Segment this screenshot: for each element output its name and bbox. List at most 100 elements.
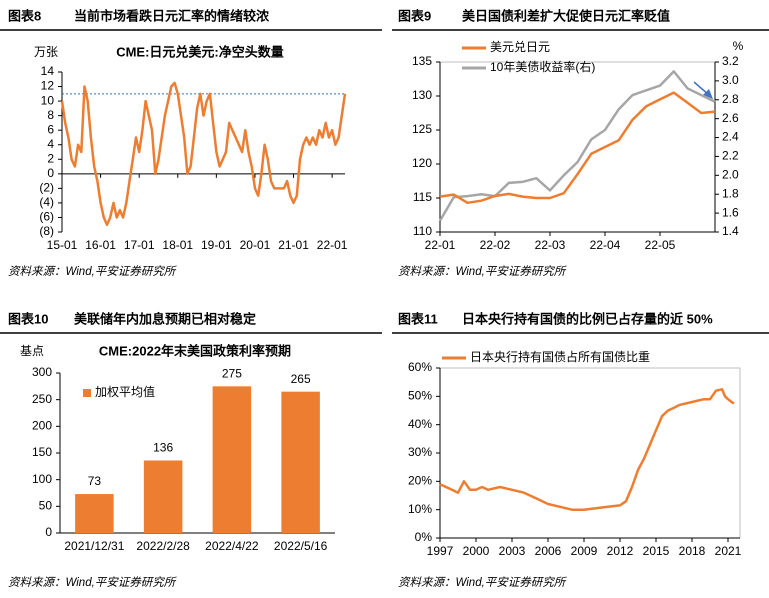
x-tick-label: 2021/12/31 [64,539,124,553]
y-tick-label: 6 [47,122,54,136]
x-tick-label: 17-01 [124,238,155,252]
y-tick-label: 60% [408,360,432,374]
bar [75,494,114,533]
x-tick-label: 20-01 [240,238,271,252]
y-tick-label: 250 [32,392,52,406]
figure-label: 图表8 [8,8,41,23]
bar [212,386,252,533]
x-tick-label: 19-01 [201,238,232,252]
chart-title: CME:2022年末美国政策利率预期 [99,343,291,358]
y-tick-label: 0% [415,530,433,544]
y2-tick-label: 2.8 [722,92,739,106]
arrow-head [703,89,713,99]
y2-tick-label: 2.2 [722,149,739,163]
x-tick-label: 16-01 [85,238,116,252]
y-tick-label: 130 [412,88,432,102]
x-tick-label: 2012 [607,544,634,558]
x-tick-label: 2000 [463,544,490,558]
x-tick-label: 2022/2/28 [136,539,190,553]
x-tick-label: 2022/4/22 [205,539,259,553]
x-tick-label: 2021 [715,544,742,558]
y-tick-label: 20% [408,474,432,488]
figure-title: 日本央行持有国债的比例已占存量的近 50% [462,311,713,326]
x-tick-label: 1997 [427,544,454,558]
y-tick-label: 30% [408,445,432,459]
y2-tick-label: 3.0 [722,73,739,87]
y2-axis-label: % [733,39,744,53]
plot-frame [439,61,716,233]
x-tick-label: 22-05 [645,238,676,252]
x-tick-label: 2018 [679,544,706,558]
series-line [60,81,347,226]
data-label: 136 [153,441,173,455]
series-line [439,91,716,205]
x-tick-label: 18-01 [162,238,193,252]
series-line [439,388,735,511]
y-tick-label: 0 [45,525,52,539]
y-tick-label: 0 [47,166,54,180]
y-tick-label: 40% [408,417,432,431]
bar [281,391,320,533]
y-tick-label: 10% [408,502,432,516]
y2-tick-label: 2.6 [722,111,739,125]
y-tick-label: 50% [408,389,432,403]
figure-label: 图表11 [398,311,438,326]
figure-title: 当前市场看跌日元汇率的情绪较浓 [74,8,270,23]
source-note: 资料来源：Wind,平安证券研究所 [398,265,567,278]
figure-label: 图表10 [8,311,48,326]
y-tick-label: 12 [41,79,55,93]
y-tick-label: 120 [412,156,432,170]
y-tick-label: 8 [47,108,54,122]
panel-headers: 图表8 当前市场看跌日元汇率的情绪较浓 图表9 美日国债利差扩大促使日元汇率贬值… [0,8,769,589]
x-tick-label: 22-03 [535,238,566,252]
y-tick-label: 150 [32,445,52,459]
y-tick-label: 10 [41,93,55,107]
y-tick-label: 2 [47,151,54,165]
legend-label: 10年美债收益率(右) [490,59,595,74]
y-tick-label: 135 [412,54,432,68]
x-tick-label: 2006 [535,544,562,558]
y-tick-label: 50 [39,499,53,513]
figure-title: 美联储年内加息预期已相对稳定 [74,311,256,326]
legend-label: 日本央行持有国债占所有国债比重 [470,349,650,364]
series-line [438,70,716,222]
data-label: 265 [291,372,311,386]
x-tick-label: 15-01 [47,238,78,252]
source-note: 资料来源：Wind,平安证券研究所 [8,576,177,589]
y-tick-label: 125 [412,122,432,136]
y-tick-label: 14 [41,64,55,78]
x-tick-label: 2009 [571,544,598,558]
x-tick-label: 21-01 [278,238,309,252]
y-axis-label: 万张 [34,45,58,59]
chart-title: CME:日元兑美元:净空头数量 [116,44,284,59]
y-tick-label: 300 [32,365,52,379]
y-tick-label: 110 [413,224,432,238]
data-label: 73 [88,474,102,488]
data-label: 275 [222,367,242,381]
y-axis-label: 基点 [20,344,44,358]
source-note: 资料来源：Wind,平安证券研究所 [8,265,177,278]
y-tick-label: (2) [39,181,54,195]
trend-arrow [693,81,713,99]
legend-label: 加权平均值 [95,384,155,399]
y-tick-label: 115 [413,190,432,204]
y2-tick-label: 1.6 [722,205,739,219]
y-tick-label: 100 [32,472,52,486]
x-tick-label: 22-01 [317,238,348,252]
x-tick-label: 22-04 [590,238,621,252]
y-tick-label: 200 [32,419,52,433]
plot-frame [439,367,741,539]
y2-tick-label: 1.4 [722,224,739,238]
y2-tick-label: 2.0 [722,168,739,182]
y-tick-label: (4) [39,195,54,209]
x-tick-label: 2003 [499,544,526,558]
y2-tick-label: 1.8 [722,186,739,200]
x-tick-label: 2015 [643,544,670,558]
y-tick-label: 4 [47,137,54,151]
legend-label: 美元兑日元 [490,40,550,54]
y-tick-label: (8) [39,224,54,238]
figure-title: 美日国债利差扩大促使日元汇率贬值 [462,8,670,23]
x-tick-label: 22-02 [480,238,511,252]
bar [143,460,183,533]
